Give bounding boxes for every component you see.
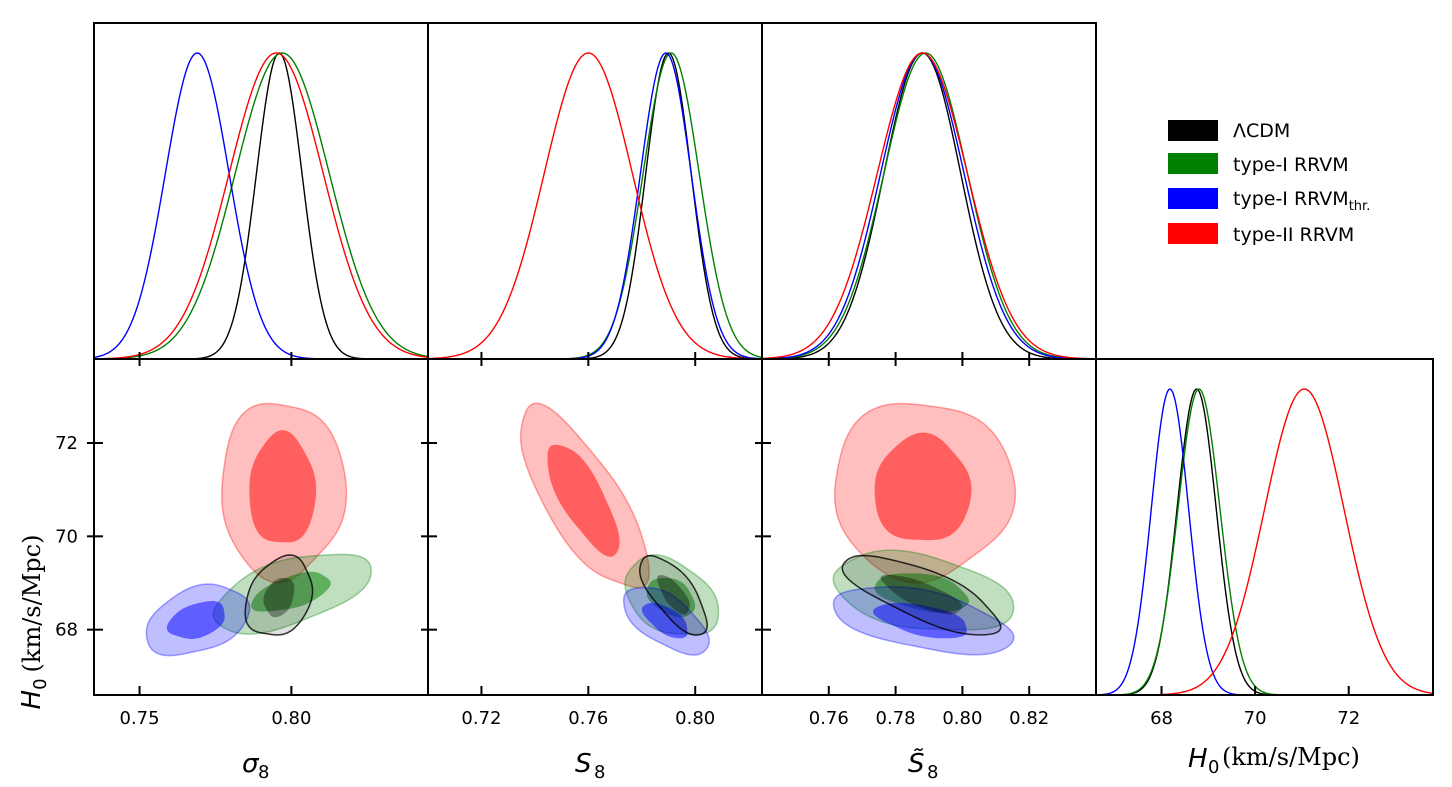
contour-inner-S8t-type-I [874, 573, 969, 613]
xtick-label-sigma8-0: 0.75 [120, 708, 160, 729]
xlabel-sigma8-sub: 8 [258, 762, 269, 783]
legend-label-type-I-thr-sub: thr. [1349, 199, 1371, 214]
contour-inner-S8-type-II [547, 444, 620, 557]
xlabel-H0-sub: 0 [1208, 757, 1219, 778]
contour-inner-S8t-type-II [874, 432, 972, 541]
xtick-label-S8-2: 0.80 [675, 708, 715, 729]
contour-outer-sigma8-lcdm [244, 554, 314, 636]
ylabel-H0-unit: (km/s/Mpc) [18, 535, 46, 673]
ylabel-H0-sub: 0 [30, 678, 51, 689]
xtick-label-S8-1: 0.76 [568, 708, 608, 729]
xlabel-H0-main: H [1188, 744, 1208, 774]
xtick-label-S8t-2: 0.80 [942, 708, 982, 729]
frame-S8tilde-marginal [761, 22, 1097, 360]
marginal-curve-S8-type-II [427, 52, 763, 360]
marginal-curve-S8-type-I [428, 52, 763, 360]
panel-S8tilde-H0-contours [832, 402, 1017, 656]
contour-inner-sigma8-lcdm [263, 578, 295, 618]
xlabel-S8: S 8 [575, 749, 605, 783]
panel-sigma8-H0-contours [145, 402, 373, 657]
contour-outer-S8t-lcdm [841, 554, 1002, 636]
contour-inner-sigma8-type-II [249, 430, 317, 543]
legend-label-lcdm: ΛCDM [1233, 120, 1290, 142]
marginal-curve-S8t-type-I-thr [761, 52, 1097, 360]
panel-S8-H0-contours [519, 402, 720, 656]
contour-inner-S8-type-I-thr [641, 602, 688, 639]
legend-item-type-I-thr: type-I RRVMthr. [1168, 188, 1370, 214]
panel-frames [93, 22, 1434, 696]
panel-sigma8-marginal [93, 52, 429, 360]
marginal-curve-S8t-lcdm [761, 52, 1096, 360]
marginal-curve-H0-type-II [1096, 388, 1434, 696]
xtick-label-S8t-3: 0.82 [1009, 708, 1049, 729]
xlabel-S8tilde: S̃ 8 [908, 747, 938, 783]
marginal-curve-sigma8-type-I [93, 52, 429, 360]
ytick-label-H0-0: 68 [55, 620, 78, 641]
ytick-label-H0-1: 70 [55, 526, 78, 547]
legend-item-type-II: type-II RRVM [1168, 223, 1354, 246]
frame-sigma8-marginal [93, 22, 429, 360]
xlabel-S8tilde-main: S̃ [908, 747, 925, 779]
legend-label-type-II: type-II RRVM [1233, 224, 1354, 246]
xlabel-S8tilde-sub: 8 [927, 762, 938, 783]
contour-inner-S8-lcdm [657, 575, 690, 615]
xlabel-S8-main: S [575, 749, 592, 779]
legend-swatch-type-I [1168, 153, 1218, 174]
xlabel-H0-unit: (km/s/Mpc) [1222, 743, 1360, 771]
contour-inner-S8t-type-I-thr [873, 602, 967, 639]
xtick-label-S8-0: 0.72 [461, 708, 501, 729]
legend-swatch-lcdm [1168, 120, 1218, 141]
ytick-label-H0-2: 72 [55, 433, 78, 454]
ylabel-H0-text: H0 (km/s/Mpc) [17, 535, 51, 710]
legend-swatch-type-I-thr [1168, 188, 1218, 209]
marginal-curve-sigma8-type-I-thr [93, 52, 428, 360]
legend: ΛCDM type-I RRVM type-I RRVMthr. type-II… [1168, 120, 1370, 246]
marginal-curve-S8-lcdm [428, 52, 763, 360]
frame-H0-marginal [1095, 358, 1434, 696]
xtick-label-H0-2: 72 [1337, 708, 1360, 729]
ylabel-H0: H0 (km/s/Mpc) [17, 535, 51, 710]
xtick-label-H0-0: 68 [1150, 708, 1173, 729]
legend-swatch-type-II [1168, 223, 1218, 244]
panel-H0-marginal [1095, 388, 1434, 696]
marginal-curve-S8t-type-I [761, 52, 1097, 360]
panel-S8-marginal [427, 52, 763, 360]
xlabel-H0: H 0 (km/s/Mpc) [1188, 743, 1360, 778]
xtick-label-S8t-1: 0.78 [876, 708, 916, 729]
xlabel-S8-sub: 8 [594, 762, 605, 783]
legend-item-lcdm: ΛCDM [1168, 120, 1290, 142]
contour-inner-S8t-lcdm [880, 574, 963, 615]
contour-outer-S8-lcdm [639, 554, 708, 636]
legend-item-type-I: type-I RRVM [1168, 153, 1349, 176]
marginal-curve-sigma8-type-II [93, 52, 429, 360]
xtick-label-S8t-0: 0.76 [809, 708, 849, 729]
legend-label-type-I-thr: type-I RRVMthr. [1233, 188, 1370, 214]
ylabel-H0-main: H [17, 690, 47, 710]
xlabel-sigma8-main: σ [242, 749, 260, 779]
legend-label-type-I: type-I RRVM [1233, 154, 1349, 176]
marginal-curve-sigma8-lcdm [94, 52, 428, 360]
xtick-label-H0-1: 70 [1244, 708, 1267, 729]
contour-inner-sigma8-type-I-thr [166, 601, 225, 639]
marginal-curve-S8-type-I-thr [428, 52, 763, 360]
xtick-label-sigma8-1: 0.80 [271, 708, 311, 729]
axis-ticks: 0.75 0.80 0.72 0.76 0.80 0.76 0.78 0.80 0.82 68 70… [55, 352, 1360, 729]
xlabel-sigma8: σ 8 [242, 749, 269, 783]
panel-S8tilde-marginal [761, 52, 1097, 360]
marginal-curve-S8t-type-II [761, 52, 1097, 360]
legend-label-type-I-thr-main: type-I RRVM [1233, 188, 1349, 210]
